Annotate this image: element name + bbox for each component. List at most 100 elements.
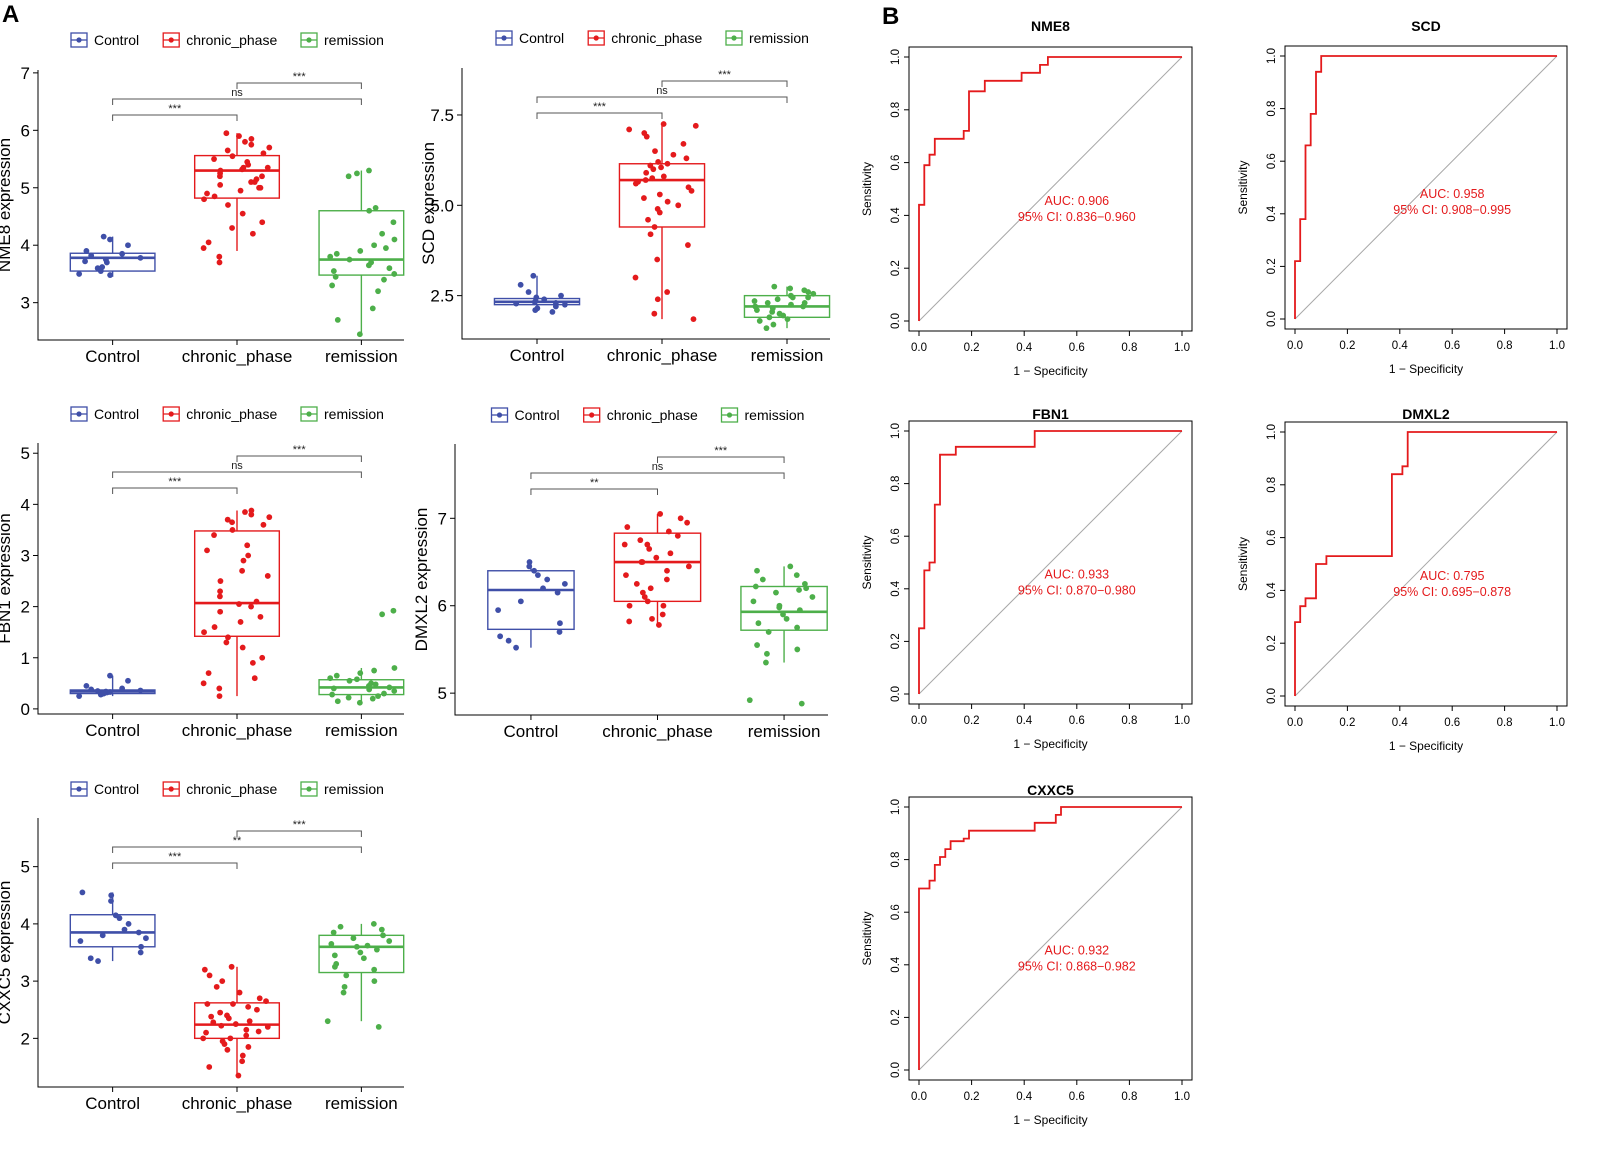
data-point: [260, 150, 267, 157]
data-point: [203, 1029, 209, 1036]
roc-title: SCD: [1411, 18, 1441, 34]
data-point: [664, 567, 670, 574]
data-point: [369, 305, 376, 312]
data-point: [659, 611, 666, 618]
data-point: [664, 160, 671, 167]
data-point: [796, 587, 802, 593]
data-point: [254, 1006, 260, 1013]
data-point: [776, 310, 783, 317]
data-point: [264, 164, 271, 171]
y-tick-label: 5: [21, 444, 30, 463]
data-point: [224, 147, 231, 154]
legend-label: chronic_phase: [186, 781, 277, 797]
x-tick-label: remission: [751, 346, 824, 365]
roc-roc_nme8: NME8 0.0 0.2 0.4 0.6 0.8 1.0 0.0 0.2 0.4 0.6 0.8 1.0…: [860, 18, 1193, 378]
bracket-line: [112, 862, 238, 869]
data-point: [223, 639, 230, 646]
reference-diagonal: [918, 56, 1183, 322]
data-point: [783, 615, 790, 622]
data-point: [626, 602, 633, 609]
data-point: [216, 259, 223, 266]
data-point: [505, 637, 512, 644]
y-tick-label: 1: [21, 649, 30, 668]
axis-frame: [37, 818, 404, 1088]
data-point: [225, 634, 231, 641]
x-tick-label: 0.4: [1392, 340, 1409, 352]
iqr-box: [487, 570, 575, 631]
y-tick-label: 2.5: [430, 287, 454, 306]
plot-border: [1284, 421, 1568, 707]
data-point: [379, 611, 386, 618]
data-point: [624, 524, 631, 530]
data-point: [88, 252, 95, 259]
data-point: [805, 294, 812, 301]
x-tick-label: 0.6: [1069, 715, 1085, 727]
auc-label: AUC: 0.906: [1044, 194, 1109, 208]
data-point: [530, 272, 537, 279]
data-point: [675, 202, 682, 209]
auc-ci-label: 95% CI: 0.695−0.878: [1393, 585, 1511, 599]
data-point: [556, 629, 563, 635]
y-tick-label: 2: [21, 1029, 30, 1048]
data-point: [525, 289, 532, 295]
data-point: [332, 273, 339, 280]
data-point: [225, 202, 231, 208]
y-tick-label: 0.0: [890, 1062, 902, 1078]
roc-roc_scd: SCD 0.0 0.2 0.4 0.6 0.8 1.0 0.0 0.2 0.4 0.6 0.8 1.0 1…: [1236, 18, 1568, 376]
data-point: [513, 300, 520, 307]
data-point: [100, 233, 107, 240]
significance-bracket: ***: [112, 851, 238, 869]
y-tick-label: 6: [438, 597, 447, 616]
x-tick-label: 0.4: [1016, 342, 1033, 354]
x-tick-label: remission: [325, 347, 398, 366]
data-point: [107, 272, 113, 278]
data-point: [263, 998, 269, 1005]
bracket-line: [657, 456, 785, 463]
data-point: [752, 303, 759, 310]
data-point: [121, 926, 128, 933]
y-tick-label: 1.0: [890, 423, 902, 439]
data-point: [248, 511, 255, 518]
data-point: [125, 677, 131, 684]
y-axis-label: CXXC5 expression: [0, 881, 14, 1025]
data-point: [366, 207, 373, 214]
data-point: [372, 681, 379, 688]
data-point: [541, 296, 548, 303]
data-point: [787, 292, 794, 299]
data-point: [217, 608, 224, 615]
axis-frame: [37, 443, 404, 715]
data-point: [266, 514, 273, 521]
data-point: [94, 688, 101, 694]
box-chronic_phase: [618, 121, 706, 323]
x-tick-label: Control: [85, 1094, 140, 1113]
data-point: [244, 542, 251, 549]
data-point: [793, 572, 800, 579]
data-point: [230, 1001, 236, 1007]
roc-curve: [918, 806, 1182, 1070]
data-point: [780, 611, 786, 618]
boxplot-nme8: 3 4 5 6 7 Control chronic_phase remission NME8 e…: [0, 32, 405, 366]
data-point: [371, 978, 378, 985]
y-tick-label: 2: [21, 598, 30, 617]
y-tick-label: 7.5: [430, 106, 454, 125]
iqr-box: [318, 934, 405, 974]
data-point: [240, 164, 247, 171]
data-point: [383, 245, 389, 251]
box-remission: [743, 283, 831, 332]
data-point: [219, 978, 226, 985]
data-point: [245, 1044, 252, 1050]
x-tick-label: chronic_phase: [607, 346, 718, 365]
data-point: [632, 274, 639, 281]
data-point: [346, 256, 353, 263]
data-point: [381, 690, 387, 697]
data-point: [102, 256, 109, 263]
plot-border: [1284, 45, 1568, 330]
y-tick-label: 0.6: [890, 528, 902, 544]
data-point: [381, 276, 387, 283]
legend-key-dot: [726, 412, 733, 418]
x-tick-label: 0.8: [1121, 342, 1137, 354]
y-tick-label: 7: [438, 509, 447, 528]
legend-label: chronic_phase: [186, 32, 277, 48]
data-point: [334, 698, 341, 705]
roc-curve: [918, 56, 1182, 321]
